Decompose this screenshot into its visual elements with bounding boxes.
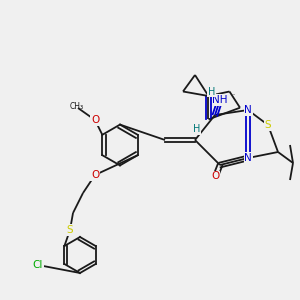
Text: H: H: [208, 87, 215, 97]
Text: NH: NH: [212, 95, 228, 105]
Text: S: S: [67, 225, 73, 235]
Text: N: N: [244, 105, 252, 115]
Text: N: N: [244, 153, 252, 163]
Text: O: O: [91, 170, 99, 180]
Text: H: H: [193, 124, 200, 134]
Text: Cl: Cl: [33, 260, 43, 270]
Text: O: O: [91, 115, 99, 125]
Text: CH₃: CH₃: [69, 102, 84, 111]
Text: O: O: [212, 171, 220, 182]
Text: imine: imine: [232, 94, 236, 95]
Text: S: S: [265, 120, 271, 130]
